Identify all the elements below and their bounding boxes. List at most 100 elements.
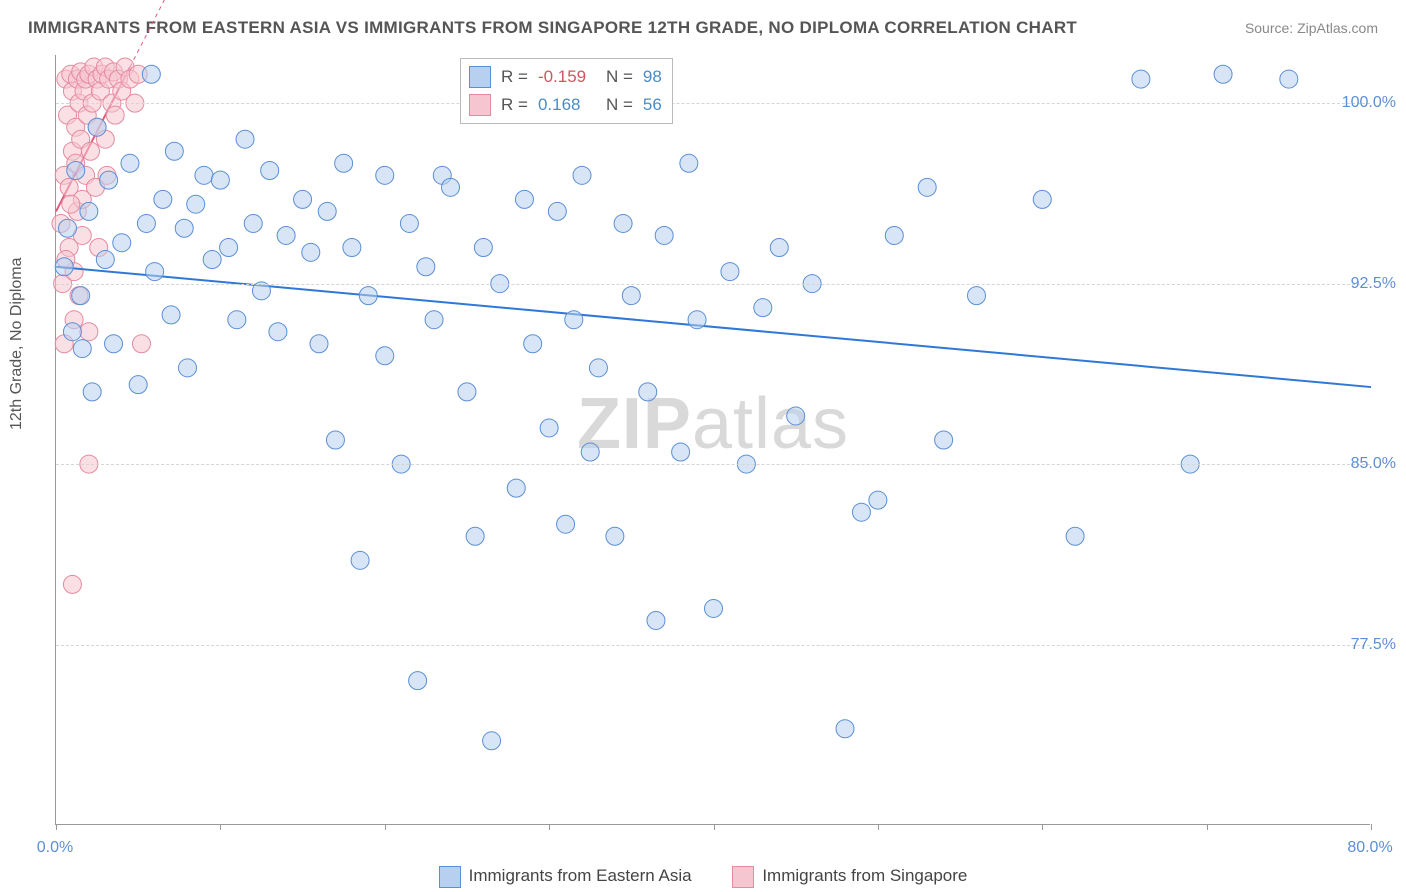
data-point [1280, 70, 1298, 88]
data-point [113, 234, 131, 252]
data-point [142, 65, 160, 83]
data-point [277, 226, 295, 244]
data-point [557, 515, 575, 533]
x-tick [1207, 824, 1208, 830]
data-point [335, 154, 353, 172]
data-point [935, 431, 953, 449]
data-point [836, 720, 854, 738]
data-point [146, 263, 164, 281]
x-min-label: 0.0% [37, 839, 73, 857]
data-point [672, 443, 690, 461]
data-point [82, 142, 100, 160]
data-point [565, 311, 583, 329]
correlation-legend: R = -0.159 N = 98 R = 0.168 N = 56 [460, 58, 673, 124]
data-point [852, 503, 870, 521]
data-point [310, 335, 328, 353]
legend-bottom-label-1: Immigrants from Singapore [762, 866, 967, 885]
data-point [59, 219, 77, 237]
legend-r-label-1: R = [501, 95, 528, 115]
data-point [67, 162, 85, 180]
legend-n-value-0: 98 [643, 67, 662, 87]
data-point [581, 443, 599, 461]
source-label: Source: ZipAtlas.com [1245, 20, 1378, 36]
data-point [63, 323, 81, 341]
legend-n-value-1: 56 [643, 95, 662, 115]
data-point [507, 479, 525, 497]
data-point [244, 214, 262, 232]
y-tick-label: 77.5% [1351, 636, 1396, 654]
gridline [56, 284, 1370, 285]
data-point [175, 219, 193, 237]
data-point [132, 335, 150, 353]
x-tick [385, 824, 386, 830]
legend-n-label-0: N = [606, 67, 633, 87]
x-tick [878, 824, 879, 830]
y-tick-label: 92.5% [1351, 275, 1396, 293]
data-point [72, 287, 90, 305]
gridline [56, 103, 1370, 104]
data-point [754, 299, 772, 317]
legend-bottom-label-0: Immigrants from Eastern Asia [469, 866, 692, 885]
x-tick [1042, 824, 1043, 830]
data-point [179, 359, 197, 377]
data-point [137, 214, 155, 232]
data-point [688, 311, 706, 329]
data-point [121, 154, 139, 172]
gridline [56, 645, 1370, 646]
legend-bottom-swatch-1 [732, 866, 754, 888]
data-point [162, 306, 180, 324]
data-point [294, 190, 312, 208]
data-point [129, 376, 147, 394]
data-point [376, 347, 394, 365]
y-axis-label: 12th Grade, No Diploma [8, 257, 26, 430]
data-point [1066, 527, 1084, 545]
data-point [302, 243, 320, 261]
data-point [80, 323, 98, 341]
data-point [83, 383, 101, 401]
data-point [1132, 70, 1150, 88]
x-max-label: 80.0% [1347, 839, 1392, 857]
data-point [968, 287, 986, 305]
data-point [647, 611, 665, 629]
data-point [359, 287, 377, 305]
chart-title: IMMIGRANTS FROM EASTERN ASIA VS IMMIGRAN… [28, 18, 1077, 38]
data-point [261, 162, 279, 180]
data-point [458, 383, 476, 401]
legend-swatch-1 [469, 94, 491, 116]
legend-row-series-1: R = 0.168 N = 56 [469, 91, 662, 119]
data-point [80, 202, 98, 220]
data-point [63, 575, 81, 593]
data-point [343, 239, 361, 257]
data-point [62, 195, 80, 213]
x-tick [220, 824, 221, 830]
data-point [409, 672, 427, 690]
regression-line [56, 267, 1371, 387]
data-point [524, 335, 542, 353]
data-point [787, 407, 805, 425]
data-point [483, 732, 501, 750]
legend-r-value-0: -0.159 [538, 67, 596, 87]
gridline [56, 464, 1370, 465]
data-point [885, 226, 903, 244]
legend-r-value-1: 0.168 [538, 95, 596, 115]
legend-bottom-swatch-0 [439, 866, 461, 888]
legend-r-label-0: R = [501, 67, 528, 87]
data-point [195, 166, 213, 184]
data-point [606, 527, 624, 545]
data-point [106, 106, 124, 124]
data-point [655, 226, 673, 244]
data-point [73, 340, 91, 358]
data-point [400, 214, 418, 232]
data-point [1033, 190, 1051, 208]
data-point [326, 431, 344, 449]
data-point [474, 239, 492, 257]
x-tick [549, 824, 550, 830]
data-point [770, 239, 788, 257]
data-point [622, 287, 640, 305]
x-tick [56, 824, 57, 830]
data-point [228, 311, 246, 329]
data-point [589, 359, 607, 377]
data-point [211, 171, 229, 189]
data-point [236, 130, 254, 148]
data-point [351, 551, 369, 569]
